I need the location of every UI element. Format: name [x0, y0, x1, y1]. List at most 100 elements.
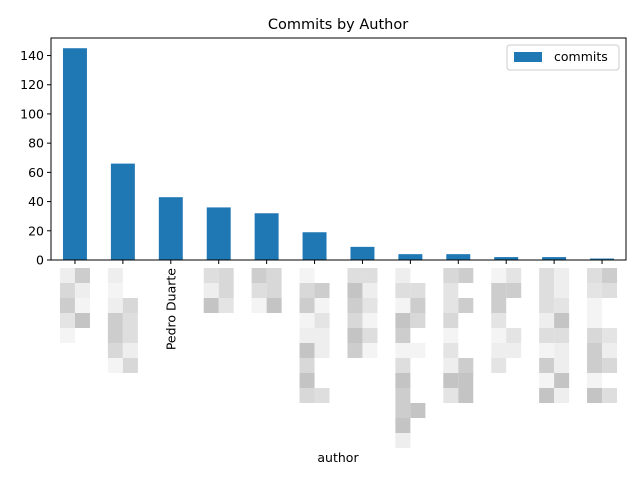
- pixel-block: [587, 373, 603, 388]
- pixel-block: [443, 358, 459, 373]
- pixel-block: [347, 298, 363, 313]
- pixel-block: [587, 298, 603, 313]
- pixel-block: [410, 343, 426, 358]
- pixel-block: [395, 373, 411, 388]
- pixel-block: [443, 328, 459, 343]
- bar: [494, 257, 519, 260]
- pixel-block: [347, 268, 363, 283]
- bar: [254, 213, 279, 260]
- pixel-block: [443, 283, 459, 298]
- pixel-block: [299, 373, 315, 388]
- pixel-block: [443, 373, 459, 388]
- y-tick-label: 40: [28, 194, 44, 209]
- x-axis-label: author: [317, 450, 359, 465]
- pixel-block: [491, 313, 507, 328]
- pixel-block: [410, 313, 426, 328]
- pixel-block: [74, 298, 90, 313]
- pixel-block: [74, 283, 90, 298]
- pixel-block: [458, 358, 474, 373]
- pixel-block: [458, 373, 474, 388]
- bar: [590, 258, 615, 260]
- pixel-block: [266, 298, 282, 313]
- pixel-block: [395, 388, 411, 403]
- pixel-block: [602, 268, 618, 283]
- y-tick-label: 0: [36, 253, 44, 268]
- pixel-block: [587, 268, 603, 283]
- pixel-block: [491, 268, 507, 283]
- pixel-block: [362, 298, 378, 313]
- pixel-block: [539, 313, 555, 328]
- pixel-block: [554, 328, 570, 343]
- pixel-block: [443, 313, 459, 328]
- bars-group: [62, 48, 615, 261]
- pixel-block: [410, 298, 426, 313]
- obscured-tick-labels: [59, 268, 618, 448]
- pixel-block: [203, 268, 219, 283]
- pixel-block: [251, 283, 267, 298]
- pixel-block: [347, 343, 363, 358]
- pixel-block: [59, 268, 75, 283]
- x-axis: Pedro Duarte: [74, 260, 603, 350]
- pixel-block: [587, 313, 603, 328]
- pixel-block: [59, 298, 75, 313]
- pixel-block: [347, 313, 363, 328]
- pixel-block: [539, 358, 555, 373]
- pixel-block: [122, 358, 138, 373]
- pixel-block: [395, 403, 411, 418]
- pixel-block: [347, 328, 363, 343]
- pixel-block: [107, 343, 123, 358]
- pixel-block: [554, 388, 570, 403]
- x-tick-label: Pedro Duarte: [163, 268, 178, 350]
- pixel-block: [491, 358, 507, 373]
- pixel-block: [539, 283, 555, 298]
- pixel-block: [107, 328, 123, 343]
- pixel-block: [299, 358, 315, 373]
- pixel-block: [203, 283, 219, 298]
- pixel-block: [602, 343, 618, 358]
- pixel-block: [218, 298, 234, 313]
- pixel-block: [458, 388, 474, 403]
- pixel-block: [443, 388, 459, 403]
- pixel-block: [107, 313, 123, 328]
- pixel-block: [74, 268, 90, 283]
- pixel-block: [251, 268, 267, 283]
- pixel-block: [299, 268, 315, 283]
- y-tick-label: 60: [28, 165, 44, 180]
- pixel-block: [107, 358, 123, 373]
- pixel-block: [554, 268, 570, 283]
- pixel-block: [74, 313, 90, 328]
- y-axis: 0 20 40 60 80 100 120 140: [20, 48, 51, 268]
- pixel-block: [218, 283, 234, 298]
- y-tick-label: 20: [28, 223, 44, 238]
- pixel-block: [491, 328, 507, 343]
- pixel-block: [299, 313, 315, 328]
- pixel-block: [395, 313, 411, 328]
- pixel-block: [491, 298, 507, 313]
- pixel-block: [410, 403, 426, 418]
- y-tick-label: 80: [28, 136, 44, 151]
- pixel-block: [587, 343, 603, 358]
- pixel-block: [539, 388, 555, 403]
- pixel-block: [362, 283, 378, 298]
- pixel-block: [539, 343, 555, 358]
- pixel-block: [59, 283, 75, 298]
- y-tick-label: 140: [20, 48, 44, 63]
- pixel-block: [554, 373, 570, 388]
- pixel-block: [299, 388, 315, 403]
- bar: [542, 257, 567, 260]
- pixel-block: [506, 343, 522, 358]
- pixel-block: [362, 313, 378, 328]
- pixel-block: [587, 283, 603, 298]
- pixel-block: [539, 373, 555, 388]
- pixel-block: [107, 298, 123, 313]
- pixel-block: [59, 313, 75, 328]
- pixel-block: [554, 343, 570, 358]
- pixel-block: [602, 328, 618, 343]
- pixel-block: [122, 343, 138, 358]
- bar: [398, 254, 423, 260]
- pixel-block: [314, 298, 330, 313]
- legend-label: commits: [554, 49, 608, 64]
- y-tick-label: 120: [20, 77, 44, 92]
- pixel-block: [299, 298, 315, 313]
